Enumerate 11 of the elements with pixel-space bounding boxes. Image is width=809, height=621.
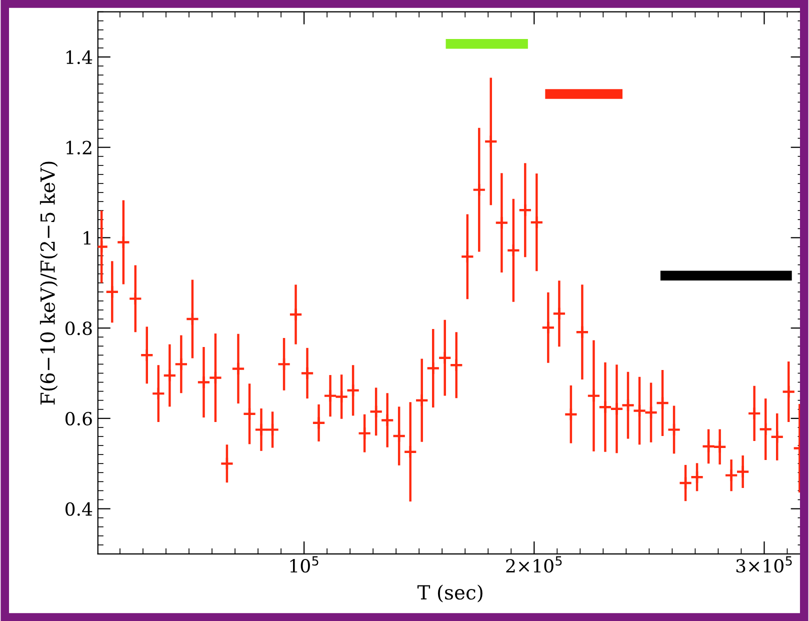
y-axis-title: F(6−10 keV)/F(2−5 keV) xyxy=(40,162,58,404)
y-tick-label: 1.2 xyxy=(66,140,92,154)
x-tick-label: 10$^{5}$ xyxy=(290,556,318,573)
y-tick-label: 1.4 xyxy=(66,50,92,64)
x-tick-label: 2×10$^{5}$ xyxy=(506,556,562,573)
y-tick-label: 0.4 xyxy=(66,502,92,516)
y-tick-label: 1 xyxy=(84,231,90,245)
x-axis-title: T (sec) xyxy=(417,584,482,602)
x-tick-label: 3×10$^{5}$ xyxy=(736,556,792,573)
y-tick-label: 0.6 xyxy=(66,412,92,426)
y-tick-label: 0.8 xyxy=(66,322,92,336)
